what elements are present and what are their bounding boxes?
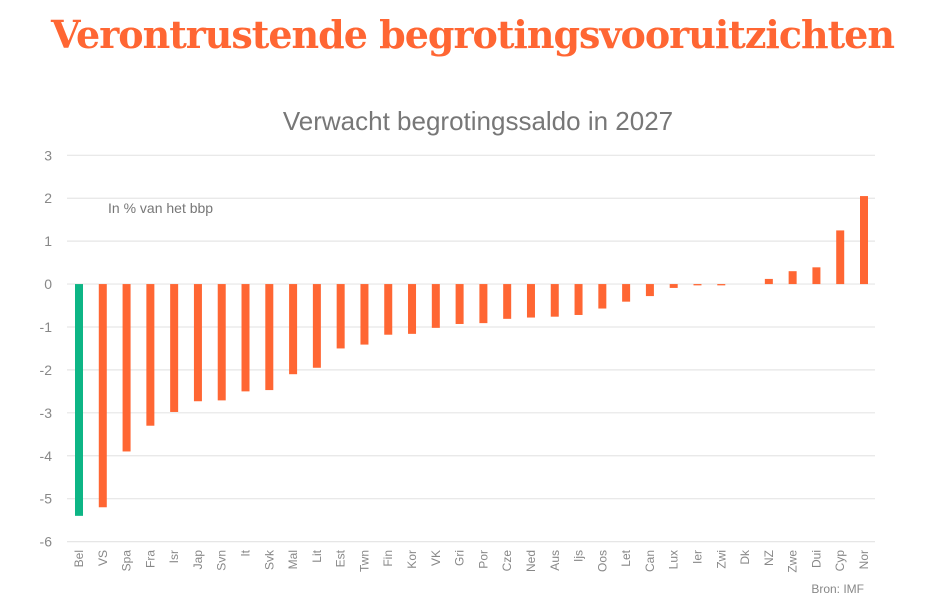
bar-Cyp [836,230,845,285]
bar-Aus [550,284,559,317]
x-tick-label: Gri [453,550,467,566]
y-tick-label: -2 [40,362,53,378]
x-tick-label: Ier [690,550,704,564]
bar-Ned [526,284,535,318]
y-tick-label: 1 [44,233,52,249]
x-tick-label: Svn [215,550,229,571]
x-tick-label: Dui [809,550,823,568]
y-tick-label: 2 [44,190,52,206]
x-tick-label: Svk [262,549,276,570]
x-tick-label: Zwi [714,550,728,569]
y-tick-label: -5 [40,491,53,507]
x-tick-label: Fra [143,550,157,568]
y-tick-label: -4 [40,448,53,464]
bar-Svn [217,284,226,401]
x-tick-label: Can [643,550,657,572]
x-tick-label: VS [96,550,110,566]
bar-Nor [860,196,868,285]
bar-Cze [503,284,512,319]
bar-Spa [122,284,131,452]
headline: Verontrustende begrotingsvooruitzichten [51,12,895,57]
bar-Fin [384,284,393,335]
x-tick-label: Isr [167,550,181,563]
bar-Twn [360,284,369,345]
bar-Zwe [788,271,797,285]
bar-Can [645,284,654,297]
bar-Gri [455,284,464,324]
bar-Est [336,284,345,349]
bar-Isr [170,284,179,412]
bar-Ijs [574,284,583,315]
source-label: Bron: IMF [811,582,864,596]
x-tick-label: Oos [595,550,609,572]
x-tick-label: NZ [762,550,776,566]
bar-Zwi [717,284,726,286]
x-tick-label: Nor [857,550,871,569]
y-tick-label: 0 [44,276,52,292]
bar-VK [431,284,440,328]
chart-title: Verwacht begrotingssaldo in 2027 [283,106,673,136]
x-tick-label: Ned [524,550,538,572]
x-tick-label: Spa [120,550,134,572]
x-tick-label: Bel [72,550,86,567]
x-tick-label: Cyp [833,550,847,572]
bar-Jap [193,284,202,402]
bar-Dui [812,267,821,285]
x-tick-label: Est [334,549,348,567]
y-tick-label: 3 [44,147,52,163]
bar-NZ [764,278,773,285]
x-tick-label: Fin [381,550,395,567]
x-tick-label: Mal [286,550,300,569]
bar-VS [98,284,107,508]
bar-Por [479,284,488,324]
chart-annotation: In % van het bbp [108,200,213,216]
bar-Mal [289,284,298,375]
bar-It [241,284,250,392]
x-tick-label: VK [429,550,443,566]
bar-Fra [146,284,155,426]
y-tick-label: -1 [40,319,53,335]
x-tick-label: Ijs [572,550,586,562]
x-tick-label: It [239,549,253,556]
x-tick-label: Twn [357,550,371,572]
bar-Oos [598,284,607,309]
bar-Lit [312,284,321,368]
x-tick-label: Zwe [786,550,800,573]
bar-Svk [265,284,274,391]
y-tick-label: -6 [40,534,53,550]
bar-Ier [693,284,702,286]
bar-Lux [669,284,678,288]
x-tick-label: Lux [667,550,681,569]
x-tick-label: Cze [500,550,514,572]
x-tick-label: Aus [548,550,562,571]
x-tick-label: Jap [191,550,205,570]
x-tick-label: Por [476,550,490,569]
bar-Kor [408,284,417,334]
x-tick-label: Dk [738,549,752,565]
y-tick-label: -3 [40,405,53,421]
x-tick-label: Let [619,549,633,566]
x-tick-label: Kor [405,550,419,569]
bar-Bel [75,284,83,516]
bar-Let [622,284,631,302]
x-tick-label: Lit [310,549,324,562]
